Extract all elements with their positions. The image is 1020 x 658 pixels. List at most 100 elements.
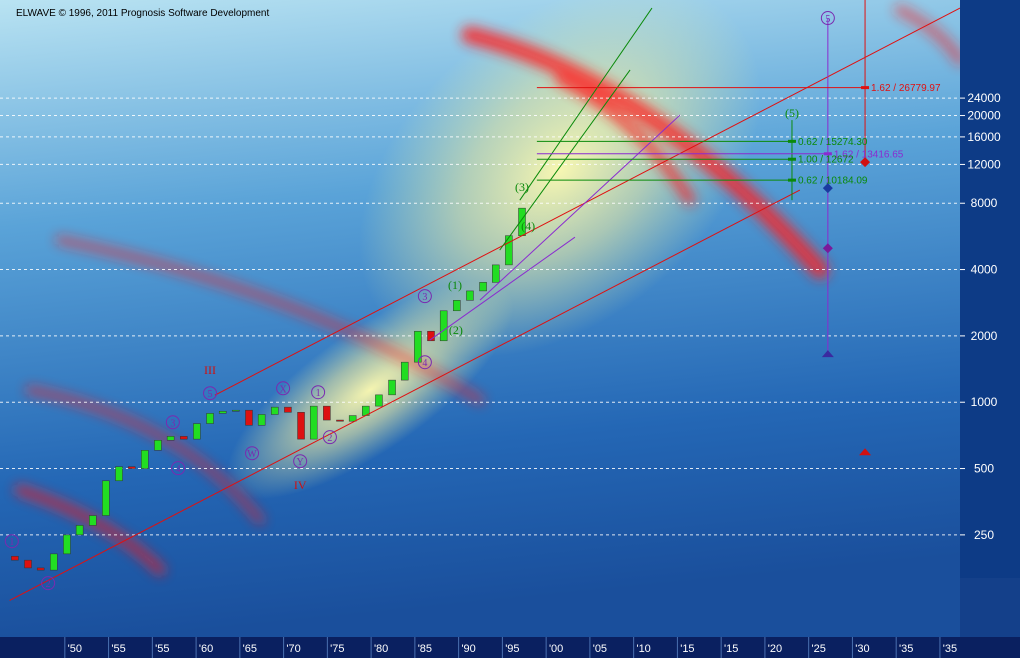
candle-body bbox=[439, 310, 448, 342]
plot: 1.62 / 26779.97 0.62 / 15274.301.62 / 134… bbox=[0, 0, 960, 601]
trend-line bbox=[499, 69, 631, 251]
target-marker bbox=[860, 157, 871, 168]
candle-body bbox=[36, 567, 45, 571]
wave-label: (3) bbox=[515, 180, 529, 194]
candle-body bbox=[245, 409, 253, 426]
cycle-arc bbox=[55, 235, 485, 405]
x-tick-label: '00 bbox=[549, 643, 563, 655]
candle-body bbox=[11, 555, 19, 561]
target-tick bbox=[787, 178, 796, 182]
wave-label: 1 bbox=[9, 537, 14, 548]
x-tick-label: '95 bbox=[505, 643, 519, 655]
x-tick-label: '70 bbox=[286, 643, 300, 655]
candle-body bbox=[400, 361, 409, 381]
candle-body bbox=[141, 450, 149, 469]
wave-circle bbox=[165, 415, 180, 430]
wave-label: Y bbox=[297, 457, 304, 468]
wave-label: 2 bbox=[46, 579, 51, 590]
target-tick bbox=[861, 86, 870, 90]
y-tick-label: 8000 bbox=[971, 196, 998, 210]
wave-circle bbox=[417, 289, 432, 304]
x-tick-label: '80 bbox=[374, 643, 388, 655]
target-label: 1.62 / 26779.97 bbox=[871, 83, 941, 94]
candle-body bbox=[180, 436, 188, 440]
candle-body bbox=[115, 466, 123, 482]
target-label: 1.00 / 12672 bbox=[798, 155, 854, 166]
cycle-arc bbox=[555, 75, 695, 205]
x-tick-label: '10 bbox=[636, 643, 650, 655]
x-tick-label: '90 bbox=[461, 643, 475, 655]
x-tick-label: '65 bbox=[243, 643, 257, 655]
y-tick-label: 16000 bbox=[967, 130, 1001, 144]
target-label: 0.62 / 15274.30 bbox=[798, 137, 868, 148]
wave-label: (5) bbox=[785, 106, 799, 120]
wave-label: 5 bbox=[208, 389, 213, 400]
candle-body bbox=[427, 330, 435, 342]
candle-body bbox=[375, 394, 383, 407]
y-axis-panel bbox=[960, 0, 1020, 637]
wave-circle bbox=[820, 11, 835, 26]
wave-label: 3 bbox=[170, 418, 175, 429]
y-tick-label: 12000 bbox=[967, 157, 1001, 171]
candle-body bbox=[323, 405, 331, 421]
y-tick-label: 1000 bbox=[971, 395, 998, 409]
candle-body bbox=[492, 264, 500, 283]
candle-body bbox=[297, 412, 305, 440]
x-tick-label: '15 bbox=[724, 643, 738, 655]
candle-body bbox=[271, 406, 279, 415]
wave-label: 5 bbox=[825, 14, 830, 25]
y-tick-label: 250 bbox=[974, 528, 994, 542]
candle-body bbox=[206, 413, 214, 424]
wave-circle bbox=[203, 386, 218, 401]
candle-body bbox=[154, 440, 162, 451]
candle-body bbox=[50, 553, 58, 571]
wave-circle bbox=[4, 534, 19, 549]
x-tick-label: '85 bbox=[418, 643, 432, 655]
axes: 250 500 1000 2000 4000 8000 12000 16000 20000 240… bbox=[64, 91, 1001, 658]
target-label: 0.62 / 10184.09 bbox=[798, 176, 868, 187]
wave-circle bbox=[41, 576, 56, 591]
candle-body bbox=[414, 330, 422, 363]
target-tick bbox=[787, 157, 796, 161]
y-tick-label: 24000 bbox=[967, 91, 1001, 105]
candle-body bbox=[24, 559, 32, 569]
y-tick-label: 2000 bbox=[971, 329, 998, 343]
axis-corner bbox=[960, 578, 1020, 637]
wave-circle bbox=[245, 446, 260, 461]
candle-body bbox=[218, 410, 227, 414]
y-tick-label: 500 bbox=[974, 462, 994, 476]
y-tick-label: 4000 bbox=[971, 263, 998, 277]
x-tick-label: '20 bbox=[768, 643, 782, 655]
candle-body bbox=[89, 515, 97, 526]
target-label: 1.62 / 13416.65 bbox=[834, 149, 904, 160]
candle-body bbox=[127, 466, 136, 469]
wave-label: (4) bbox=[521, 219, 535, 233]
wave-label: 1 bbox=[316, 388, 321, 399]
x-tick-label: '05 bbox=[593, 643, 607, 655]
target-marker bbox=[822, 243, 833, 254]
wave-circle bbox=[293, 454, 308, 469]
candle-body bbox=[63, 534, 71, 555]
candle-body bbox=[348, 415, 357, 422]
candle-body bbox=[309, 405, 318, 440]
y-tick-label: 20000 bbox=[967, 109, 1001, 123]
wave-label: W bbox=[247, 449, 257, 460]
trend-line bbox=[479, 114, 681, 301]
candle-body bbox=[336, 419, 344, 422]
candle-body bbox=[232, 409, 240, 412]
wave-label: 3 bbox=[422, 292, 427, 303]
x-tick-label: '30 bbox=[855, 643, 869, 655]
target-marker bbox=[821, 350, 834, 358]
wave-label: 2 bbox=[327, 433, 332, 444]
wave-label: X bbox=[279, 384, 287, 395]
x-tick-label: '35 bbox=[943, 643, 957, 655]
glow bbox=[359, 0, 761, 358]
x-tick-label: '55 bbox=[155, 643, 169, 655]
candle-body bbox=[75, 525, 84, 536]
chart-title: ELWAVE © 1996, 2011 Prognosis Software D… bbox=[16, 8, 269, 19]
wave-label: IV bbox=[294, 478, 307, 492]
x-tick-label: '55 bbox=[111, 643, 125, 655]
wave-label: III bbox=[204, 363, 216, 377]
